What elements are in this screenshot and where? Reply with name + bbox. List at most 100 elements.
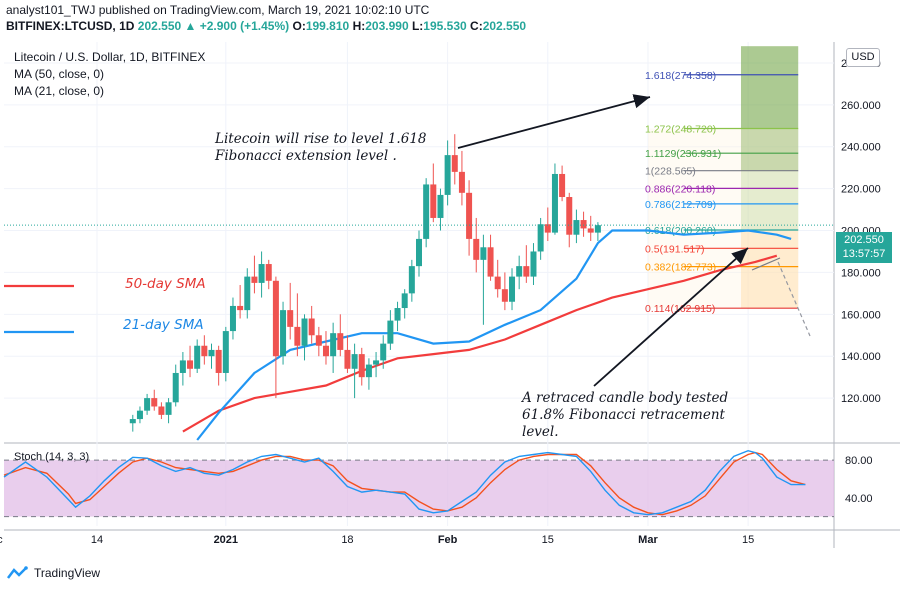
fib-upper-zone xyxy=(740,170,799,230)
candle-body xyxy=(272,280,279,357)
time-tick-label: Mar xyxy=(638,534,658,546)
candle-body xyxy=(573,220,580,235)
stoch-pane xyxy=(3,449,834,518)
retrace-annotation-line3: level. xyxy=(522,424,559,440)
candle-body xyxy=(530,251,537,277)
price-tick-label: 260.000 xyxy=(841,100,881,112)
candle-body xyxy=(172,372,179,403)
candle-body xyxy=(587,228,594,233)
fib-level-label: 1(228.565) xyxy=(645,166,696,178)
ma21-line xyxy=(196,229,792,441)
candle-body xyxy=(458,171,465,193)
candle-body xyxy=(187,360,194,369)
candle-body xyxy=(501,289,508,302)
last-price-tag-value: 202.550 xyxy=(844,234,884,246)
time-tick-label: 15 xyxy=(542,534,554,546)
candle-body xyxy=(351,354,358,369)
candle-body xyxy=(201,345,208,357)
sma50-annotation: 50-day SMA xyxy=(125,276,206,292)
candle-body xyxy=(358,354,365,378)
time-tick-label: 18 xyxy=(341,534,353,546)
candle-body xyxy=(144,398,151,411)
stoch-k-line xyxy=(3,449,806,516)
candle-body xyxy=(401,293,408,309)
fib-level-label: 1.1129(236.931) xyxy=(645,148,721,160)
price-tick-label: 140.000 xyxy=(841,351,881,363)
retrace-annotation-line2: 61.8% Fibonacci retracement xyxy=(522,407,725,423)
candle-body xyxy=(237,305,244,311)
candle-body xyxy=(423,184,430,239)
ma50-line xyxy=(182,254,778,433)
high-label: H: xyxy=(352,19,366,33)
symbol-quote-line: BITFINEX:LTCUSD, 1D 202.550 ▲ +2.900 (+1… xyxy=(6,19,526,33)
close-label: C: xyxy=(470,19,483,33)
candle-body xyxy=(487,247,494,277)
stoch-tick-label: 40.00 xyxy=(845,493,873,505)
last-price-tag: 202.550 13:57:57 xyxy=(836,232,892,263)
currency-button[interactable]: USD xyxy=(846,48,880,67)
price-tick-label: 180.000 xyxy=(841,267,881,279)
fib-level-label: 0.5(191.517) xyxy=(645,243,705,255)
bar-countdown: 13:57:57 xyxy=(842,248,886,260)
time-tick-label: 14 xyxy=(91,534,103,546)
candle-body xyxy=(179,360,186,373)
time-tick-label: 2021 xyxy=(214,534,238,546)
candle-body xyxy=(451,155,458,172)
candle-body xyxy=(337,333,344,350)
chart-legend-title: Litecoin / U.S. Dollar, 1D, BITFINEX xyxy=(14,50,206,64)
price-tick-label: 160.000 xyxy=(841,309,881,321)
candle-body xyxy=(416,238,422,267)
candle-body xyxy=(509,276,516,302)
stoch-band xyxy=(4,460,834,517)
candle-body xyxy=(222,331,229,373)
tradingview-logo: TradingView xyxy=(6,566,100,580)
stoch-legend[interactable]: Stoch (14, 3, 3) xyxy=(14,451,90,463)
ma21-legend[interactable]: MA (21, close, 0) xyxy=(14,84,105,98)
price-tick-label: 120.000 xyxy=(841,393,881,405)
ma50-legend[interactable]: MA (50, close, 0) xyxy=(14,67,105,81)
fib-lower-zone xyxy=(740,229,799,309)
publish-info: analyst101_TWJ published on TradingView.… xyxy=(6,3,430,17)
candle-body xyxy=(315,335,322,346)
candle-body xyxy=(466,192,473,239)
candle-body xyxy=(265,264,272,281)
high-value: 203.990 xyxy=(365,19,409,33)
candle-body xyxy=(380,343,387,361)
candle-body xyxy=(194,345,201,369)
candle-body xyxy=(387,320,394,344)
candle-body xyxy=(473,238,480,260)
time-tick-label: ec xyxy=(0,534,3,546)
candle-body xyxy=(151,398,158,407)
candle-body xyxy=(559,173,566,198)
retrace-arrow xyxy=(593,247,749,387)
candle-body xyxy=(322,345,329,357)
candle-body xyxy=(244,276,251,311)
candle-body xyxy=(444,155,451,195)
candle-body xyxy=(566,197,573,235)
tradingview-brand: TradingView xyxy=(34,566,101,580)
candle-body xyxy=(251,276,258,283)
fib-level-label: 0.786(212.709) xyxy=(645,199,716,211)
stoch-d-line xyxy=(3,451,806,516)
low-value: 195.530 xyxy=(423,19,467,33)
rise-arrow xyxy=(457,94,651,149)
candle-body xyxy=(308,318,315,336)
retrace-annotation: A retraced candle body tested 61.8% Fibo… xyxy=(522,390,728,441)
open-value: 199.810 xyxy=(305,19,350,33)
candle-body xyxy=(430,184,437,218)
price-tick-label: 220.000 xyxy=(841,184,881,196)
low-label: L: xyxy=(411,19,424,33)
candle-body xyxy=(537,224,544,252)
candle-body xyxy=(258,264,265,283)
candle-body xyxy=(294,326,301,346)
fib-level-label: 1.618(274.358) xyxy=(645,70,716,82)
price-tick-label: 240.000 xyxy=(841,142,881,154)
rise-annotation-line1: Litecoin will rise to level 1.618 xyxy=(215,131,427,147)
candle-body xyxy=(165,402,172,415)
candle-body xyxy=(516,266,523,277)
time-tick-label: 15 xyxy=(742,534,754,546)
candle-body xyxy=(408,266,415,294)
sma21-annotation: 21-day SMA xyxy=(123,317,204,333)
candle-body xyxy=(373,360,380,365)
